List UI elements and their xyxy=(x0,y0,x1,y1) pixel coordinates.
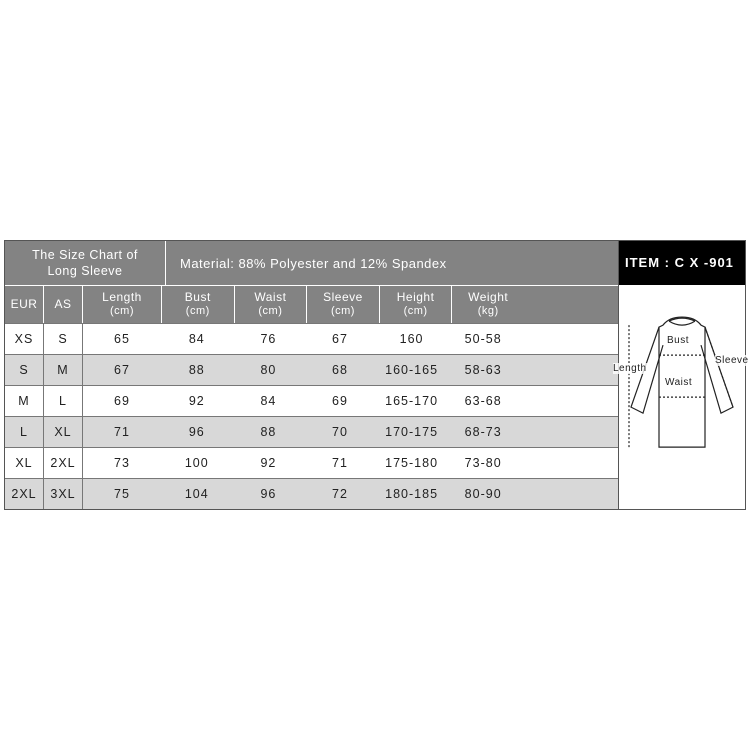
col-bust: Bust(cm) xyxy=(162,286,235,323)
cell-length: 65 xyxy=(83,324,161,354)
cell-weight: 73-80 xyxy=(447,448,519,478)
cell-bust: 92 xyxy=(161,386,233,416)
cell-eur: 2XL xyxy=(5,479,44,509)
col-waist: Waist(cm) xyxy=(235,286,308,323)
cell-waist: 76 xyxy=(233,324,305,354)
cell-height: 165-170 xyxy=(376,386,448,416)
cell-eur: XL xyxy=(5,448,44,478)
cell-length: 71 xyxy=(83,417,161,447)
table-row: LXL71968870170-17568-73 xyxy=(5,416,618,447)
item-panel: ITEM : C X -901 xyxy=(618,241,745,509)
shirt-diagram: Bust Waist Length Sleeve xyxy=(619,285,745,509)
cell-as: M xyxy=(44,355,83,385)
cell-as: L xyxy=(44,386,83,416)
cell-sleeve: 68 xyxy=(304,355,376,385)
col-length: Length(cm) xyxy=(83,286,162,323)
cell-height: 170-175 xyxy=(376,417,448,447)
col-sleeve: Sleeve(cm) xyxy=(307,286,380,323)
column-headers: EUR AS Length(cm) Bust(cm) Waist(cm) Sle… xyxy=(5,285,618,323)
cell-waist: 84 xyxy=(233,386,305,416)
table-row: ML69928469165-17063-68 xyxy=(5,385,618,416)
cell-length: 73 xyxy=(83,448,161,478)
cell-sleeve: 71 xyxy=(304,448,376,478)
cell-bust: 104 xyxy=(161,479,233,509)
label-sleeve: Sleeve xyxy=(715,355,749,366)
material-text: Material: 88% Polyester and 12% Spandex xyxy=(166,241,618,286)
cell-weight: 63-68 xyxy=(447,386,519,416)
cell-waist: 88 xyxy=(233,417,305,447)
label-bust: Bust xyxy=(667,335,689,346)
cell-bust: 88 xyxy=(161,355,233,385)
cell-weight: 58-63 xyxy=(447,355,519,385)
cell-as: 2XL xyxy=(44,448,83,478)
cell-height: 180-185 xyxy=(376,479,448,509)
header-row: The Size Chart ofLong Sleeve Material: 8… xyxy=(5,241,618,286)
cell-length: 67 xyxy=(83,355,161,385)
table-row: SM67888068160-16558-63 xyxy=(5,354,618,385)
cell-waist: 80 xyxy=(233,355,305,385)
label-length: Length xyxy=(613,363,647,374)
col-as: AS xyxy=(44,286,83,323)
cell-eur: XS xyxy=(5,324,44,354)
col-eur: EUR xyxy=(5,286,44,323)
cell-weight: 80-90 xyxy=(447,479,519,509)
cell-sleeve: 70 xyxy=(304,417,376,447)
cell-eur: S xyxy=(5,355,44,385)
cell-eur: M xyxy=(5,386,44,416)
cell-height: 160 xyxy=(376,324,448,354)
size-chart: The Size Chart ofLong Sleeve Material: 8… xyxy=(4,240,746,510)
chart-title: The Size Chart ofLong Sleeve xyxy=(5,241,166,286)
cell-as: 3XL xyxy=(44,479,83,509)
cell-length: 75 xyxy=(83,479,161,509)
table-row: XSS6584766716050-58 xyxy=(5,323,618,354)
cell-sleeve: 69 xyxy=(304,386,376,416)
table-body: XSS6584766716050-58SM67888068160-16558-6… xyxy=(5,323,618,509)
cell-height: 160-165 xyxy=(376,355,448,385)
cell-bust: 100 xyxy=(161,448,233,478)
col-weight: Weight(kg) xyxy=(452,286,524,323)
table-row: 2XL3XL751049672180-18580-90 xyxy=(5,478,618,509)
cell-eur: L xyxy=(5,417,44,447)
table-region: The Size Chart ofLong Sleeve Material: 8… xyxy=(5,241,618,509)
col-height: Height(cm) xyxy=(380,286,453,323)
shirt-svg xyxy=(619,285,745,509)
cell-as: XL xyxy=(44,417,83,447)
cell-bust: 96 xyxy=(161,417,233,447)
cell-waist: 96 xyxy=(233,479,305,509)
cell-weight: 50-58 xyxy=(447,324,519,354)
cell-sleeve: 72 xyxy=(304,479,376,509)
label-waist: Waist xyxy=(665,377,692,388)
cell-bust: 84 xyxy=(161,324,233,354)
cell-as: S xyxy=(44,324,83,354)
cell-length: 69 xyxy=(83,386,161,416)
table-row: XL2XL731009271175-18073-80 xyxy=(5,447,618,478)
cell-height: 175-180 xyxy=(376,448,448,478)
cell-waist: 92 xyxy=(233,448,305,478)
cell-weight: 68-73 xyxy=(447,417,519,447)
cell-sleeve: 67 xyxy=(304,324,376,354)
item-label: ITEM : C X -901 xyxy=(619,241,745,285)
